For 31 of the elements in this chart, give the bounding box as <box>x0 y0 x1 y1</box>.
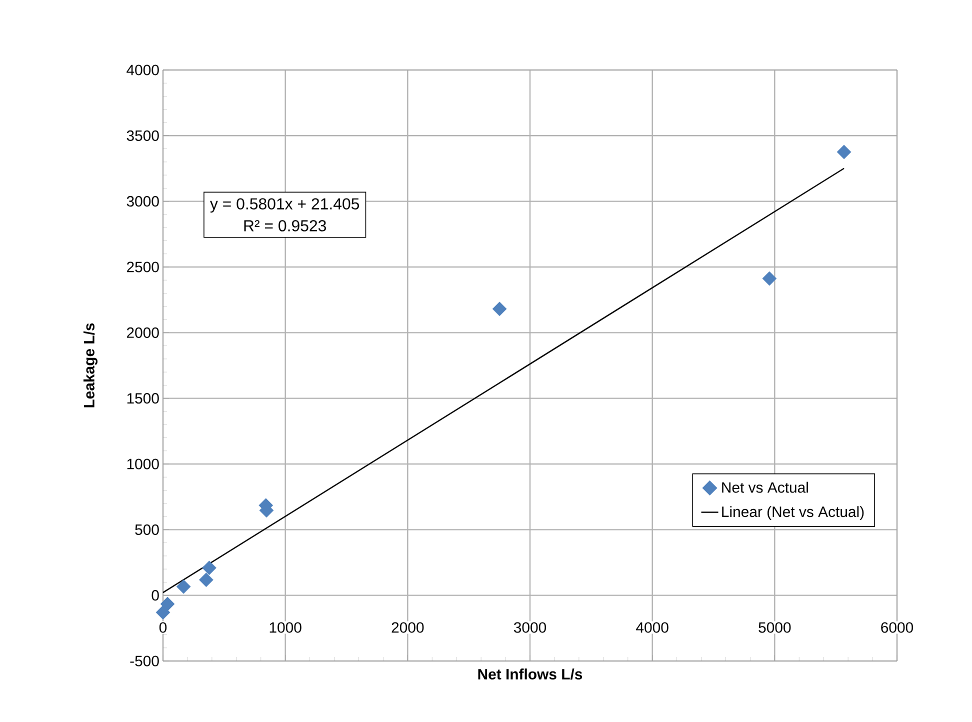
legend-label: Net vs Actual <box>722 482 808 493</box>
x-tick-label: 5000 <box>758 622 791 633</box>
y-tick-label: 1000 <box>127 458 159 470</box>
point <box>176 579 191 594</box>
annotation: y = 0.5801x + 21.405 <box>210 198 360 213</box>
x-tick-label: 4000 <box>636 622 668 633</box>
point <box>762 271 777 286</box>
x-tick-label: 3000 <box>514 622 546 633</box>
point <box>160 596 175 612</box>
y-tick-label: -500 <box>130 656 159 666</box>
point <box>836 144 852 160</box>
y-tick-label: 2000 <box>126 327 159 338</box>
y-tick-label: 500 <box>135 524 159 535</box>
y-tick-label: 4000 <box>126 64 159 76</box>
legend-label: Linear (Net vs Actual) <box>722 506 864 520</box>
y-tick-label: 3500 <box>126 130 159 141</box>
y-axis-title: Leakage L/s <box>83 323 98 408</box>
annotation: R² = 0.9523 <box>244 220 326 232</box>
x-tick-label: 6000 <box>881 622 914 633</box>
x-tick-label: 2000 <box>392 622 424 633</box>
x-axis-title: Net Inflows L/s <box>478 668 582 680</box>
point <box>202 560 216 576</box>
y-tick-label: 0 <box>152 590 159 601</box>
point <box>492 302 507 316</box>
x-tick-label: 0 <box>159 622 167 633</box>
point <box>199 572 214 588</box>
point <box>156 605 170 620</box>
x-tick-label: 1000 <box>270 622 302 633</box>
y-tick-label: 2500 <box>126 262 159 272</box>
y-tick-label: 3000 <box>126 196 159 207</box>
y-tick-label: 1500 <box>127 393 159 404</box>
